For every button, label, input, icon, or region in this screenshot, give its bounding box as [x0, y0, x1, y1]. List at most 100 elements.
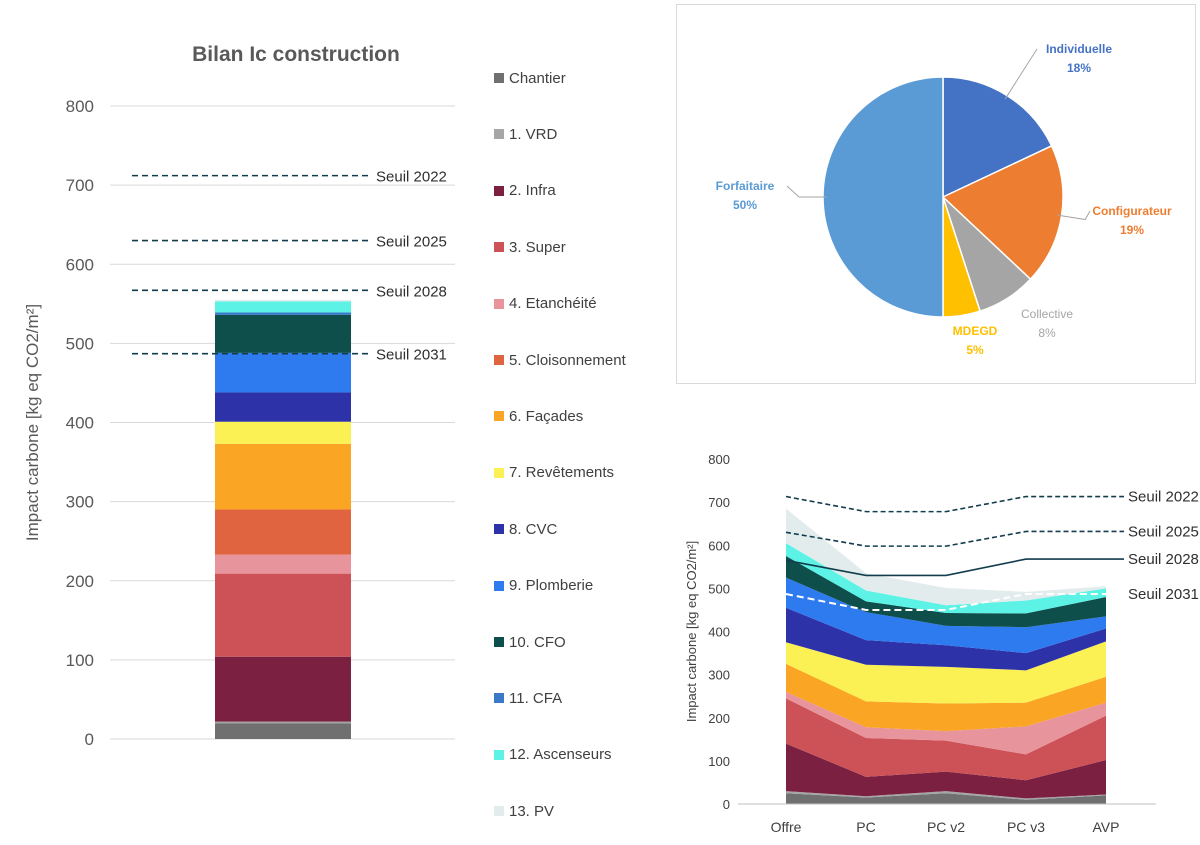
- area-threshold-line: [785, 530, 1124, 547]
- legend-item-chantier: Chantier: [494, 68, 566, 88]
- area-y-tick-label: 600: [708, 538, 730, 553]
- pie-pct-individuelle: 18%: [1067, 61, 1091, 75]
- legend-item-13-pv: 13. PV: [494, 801, 554, 821]
- area-band-2-infra: [786, 743, 1106, 799]
- threshold-label: Seuil 2028: [376, 283, 447, 300]
- bar-segment-chantier: [215, 723, 351, 739]
- bar-segment-7-revetements: [215, 421, 351, 444]
- bar-chart-legend: Chantier 1. VRD 2. Infra 3. Super 4. Etanché…: [490, 50, 680, 840]
- legend-swatch: [494, 411, 504, 422]
- pie-leader-line: [1004, 48, 1038, 100]
- bar-segment-8-cvc: [215, 392, 351, 422]
- bar-segment-13-pv: [215, 299, 351, 302]
- legend-label: 11. CFA: [509, 689, 563, 707]
- pie-leader-line: [786, 185, 827, 198]
- y-tick-label: 300: [66, 493, 94, 512]
- area-y-tick-label: 200: [708, 711, 730, 726]
- legend-label: Chantier: [509, 69, 566, 87]
- legend-swatch: [494, 524, 504, 535]
- legend-label: 13. PV: [509, 802, 555, 820]
- y-tick-label: 800: [66, 97, 94, 116]
- bar-segment-4-etancheite: [215, 554, 351, 574]
- area-band-chantier: [786, 793, 1106, 804]
- legend-swatch: [494, 749, 504, 760]
- legend-swatch: [494, 185, 504, 196]
- legend-item-10-cfo: 10. CFO: [494, 632, 566, 652]
- area-band-12-ascenseurs: [786, 543, 1106, 614]
- bar-segment-6-facades: [215, 443, 351, 510]
- area-band-6-facades: [786, 663, 1106, 732]
- legend-label: 10. CFO: [509, 633, 566, 651]
- y-tick-label: 100: [66, 651, 94, 670]
- legend-item-2-infra: 2. Infra: [494, 181, 556, 201]
- area-x-tick-label: PC: [856, 819, 875, 835]
- legend-swatch: [494, 355, 504, 365]
- pie-label-collective: Collective: [1021, 307, 1073, 321]
- bar-segment-12-ascenseurs: [215, 301, 351, 313]
- area-y-tick-label: 100: [708, 754, 730, 769]
- area-y-axis-label: Impact carbone [kg eq CO2/m²]: [684, 541, 699, 722]
- legend-item-3-super: 3. Super: [494, 237, 566, 257]
- area-y-tick-label: 500: [708, 581, 730, 596]
- y-tick-label: 400: [66, 414, 94, 433]
- legend-item-4-etancheite: 4. Etanchéité: [494, 294, 597, 314]
- legend-swatch: [494, 580, 504, 591]
- legend-label: 4. Etanchéité: [509, 295, 597, 313]
- legend-item-5-cloisonnement: 5. Cloisonnement: [494, 350, 626, 370]
- legend-label: 5. Cloisonnement: [509, 351, 626, 369]
- y-tick-label: 700: [66, 176, 94, 195]
- area-x-tick-label: PC v2: [927, 819, 965, 835]
- area-threshold-label: Seuil 2025: [1128, 523, 1199, 540]
- legend-swatch: [494, 242, 504, 253]
- legend-swatch: [494, 637, 504, 647]
- area-band-9-plomberie: [786, 577, 1106, 654]
- pie-pct-collective: 8%: [1038, 326, 1056, 340]
- legend-item-11-cfa: 11. CFA: [494, 688, 562, 708]
- pie-leader-line: [1057, 210, 1091, 221]
- bar-segment-10-cfo: [215, 314, 351, 353]
- legend-label: 6. Façades: [509, 407, 584, 425]
- area-y-tick-label: 0: [723, 797, 730, 812]
- legend-label: 1. VRD: [509, 125, 558, 143]
- bar-segment-5-cloisonnement: [215, 509, 351, 555]
- area-y-tick-label: 700: [708, 495, 730, 510]
- pie-pct-mdegd: 5%: [966, 343, 984, 357]
- legend-swatch: [494, 298, 504, 309]
- pie-chart-panel: Individuelle 18% Configurateur 19% Collectiv…: [676, 4, 1196, 384]
- legend-swatch: [494, 806, 504, 817]
- threshold-label: Seuil 2022: [376, 169, 447, 186]
- bar-chart-svg: Bilan Ic construction 0 100 200 300 400 500 600…: [23, 43, 455, 749]
- area-threshold-line: [785, 495, 1124, 513]
- legend-swatch: [494, 467, 504, 478]
- pie-pct-forfaitaire: 50%: [733, 198, 757, 212]
- area-y-tick-label: 300: [708, 668, 730, 683]
- area-threshold-line: [785, 592, 1124, 611]
- legend-item-8-cvc: 8. CVC: [494, 519, 557, 539]
- area-threshold-label: Seuil 2028: [1128, 551, 1199, 568]
- area-band-3-super: [786, 698, 1106, 781]
- area-band-13-pv: [786, 508, 1106, 606]
- area-band-4-etancheite: [786, 691, 1106, 755]
- bar-segment-9-plomberie: [215, 352, 351, 393]
- left-bar-chart: Bilan Ic construction 0 100 200 300 400 500 600…: [0, 0, 500, 840]
- area-band-7-revetements: [786, 641, 1106, 704]
- area-threshold-label: Seuil 2031: [1128, 586, 1199, 603]
- pie-chart-svg: Individuelle 18% Configurateur 19% Collectiv…: [716, 42, 1172, 357]
- legend-item-1-vrd: 1. VRD: [494, 124, 557, 144]
- area-x-tick-label: AVP: [1093, 819, 1120, 835]
- legend-item-9-plomberie: 9. Plomberie: [494, 576, 593, 596]
- pie-label-individuelle: Individuelle: [1046, 42, 1112, 56]
- y-tick-label: 600: [66, 255, 94, 274]
- area-x-tick-label: Offre: [771, 819, 802, 835]
- area-threshold-line: [785, 558, 1124, 577]
- bar-segment-11-cfa: [215, 312, 351, 315]
- y-tick-label: 0: [85, 730, 94, 749]
- legend-label: 12. Ascenseurs: [509, 746, 612, 764]
- legend-label: 8. CVC: [509, 520, 558, 538]
- area-y-tick-label: 800: [708, 452, 730, 467]
- legend-label: 2. Infra: [509, 182, 556, 200]
- legend-item-6-facades: 6. Façades: [494, 406, 583, 426]
- pie-label-forfaitaire: Forfaitaire: [716, 179, 775, 193]
- legend-label: 3. Super: [509, 238, 566, 256]
- threshold-label: Seuil 2025: [376, 234, 447, 251]
